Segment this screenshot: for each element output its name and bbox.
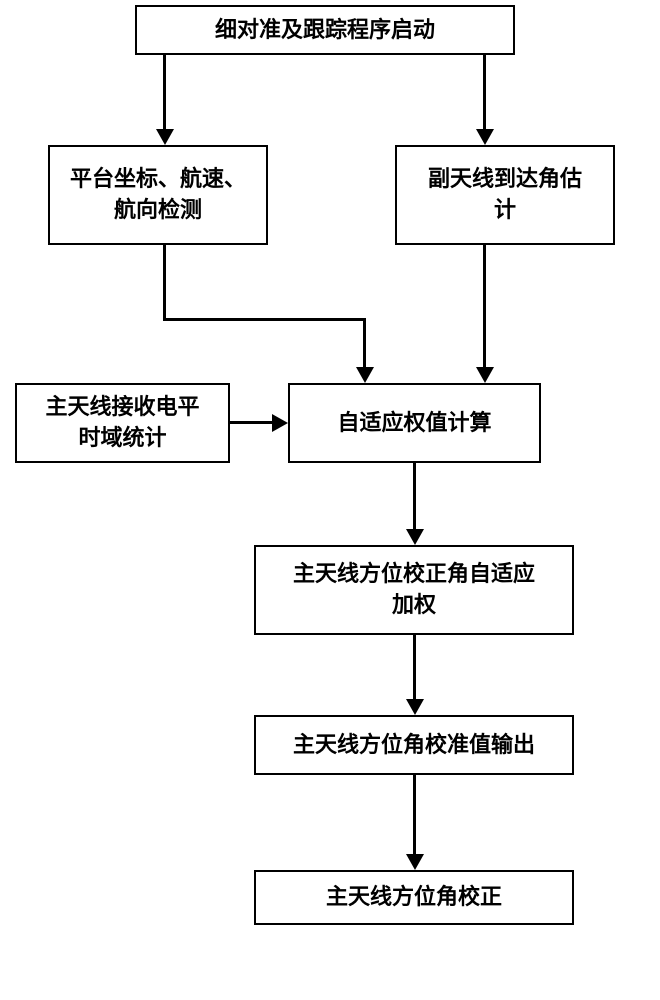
node-aux-antenna-label: 副天线到达角估计 xyxy=(428,164,582,226)
node-start: 细对准及跟踪程序启动 xyxy=(135,5,515,55)
node-azimuth-weight: 主天线方位校正角自适应加权 xyxy=(254,545,574,635)
arrow-head-icon xyxy=(406,699,424,715)
node-main-level: 主天线接收电平时域统计 xyxy=(15,383,230,463)
node-aux-antenna: 副天线到达角估计 xyxy=(395,145,615,245)
node-azimuth-weight-label: 主天线方位校正角自适应加权 xyxy=(293,559,535,621)
node-adaptive-weight-label: 自适应权值计算 xyxy=(337,408,491,439)
arrow-head-icon xyxy=(272,414,288,432)
node-platform: 平台坐标、航速、航向检测 xyxy=(48,145,268,245)
edge-platform-adaptive-v1 xyxy=(163,245,166,320)
edge-start-aux xyxy=(483,55,486,129)
node-azimuth-correct-label: 主天线方位角校正 xyxy=(326,882,502,913)
edge-platform-adaptive-h xyxy=(163,318,366,321)
arrow-head-icon xyxy=(476,129,494,145)
arrow-head-icon xyxy=(156,129,174,145)
edge-adaptive-weight xyxy=(413,463,416,529)
node-azimuth-correct: 主天线方位角校正 xyxy=(254,870,574,925)
arrow-head-icon xyxy=(476,367,494,383)
edge-platform-adaptive-v2 xyxy=(363,318,366,367)
node-adaptive-weight: 自适应权值计算 xyxy=(288,383,541,463)
node-main-level-label: 主天线接收电平时域统计 xyxy=(45,392,199,454)
edge-output-correct xyxy=(413,775,416,854)
node-start-label: 细对准及跟踪程序启动 xyxy=(215,15,435,46)
node-azimuth-output: 主天线方位角校准值输出 xyxy=(254,715,574,775)
edge-start-platform xyxy=(163,55,166,129)
node-azimuth-output-label: 主天线方位角校准值输出 xyxy=(293,730,535,761)
edge-main-adaptive xyxy=(230,421,272,424)
arrow-head-icon xyxy=(406,529,424,545)
edge-aux-adaptive xyxy=(483,245,486,367)
node-platform-label: 平台坐标、航速、航向检测 xyxy=(70,164,246,226)
edge-weight-output xyxy=(413,635,416,699)
arrow-head-icon xyxy=(406,854,424,870)
arrow-head-icon xyxy=(356,367,374,383)
